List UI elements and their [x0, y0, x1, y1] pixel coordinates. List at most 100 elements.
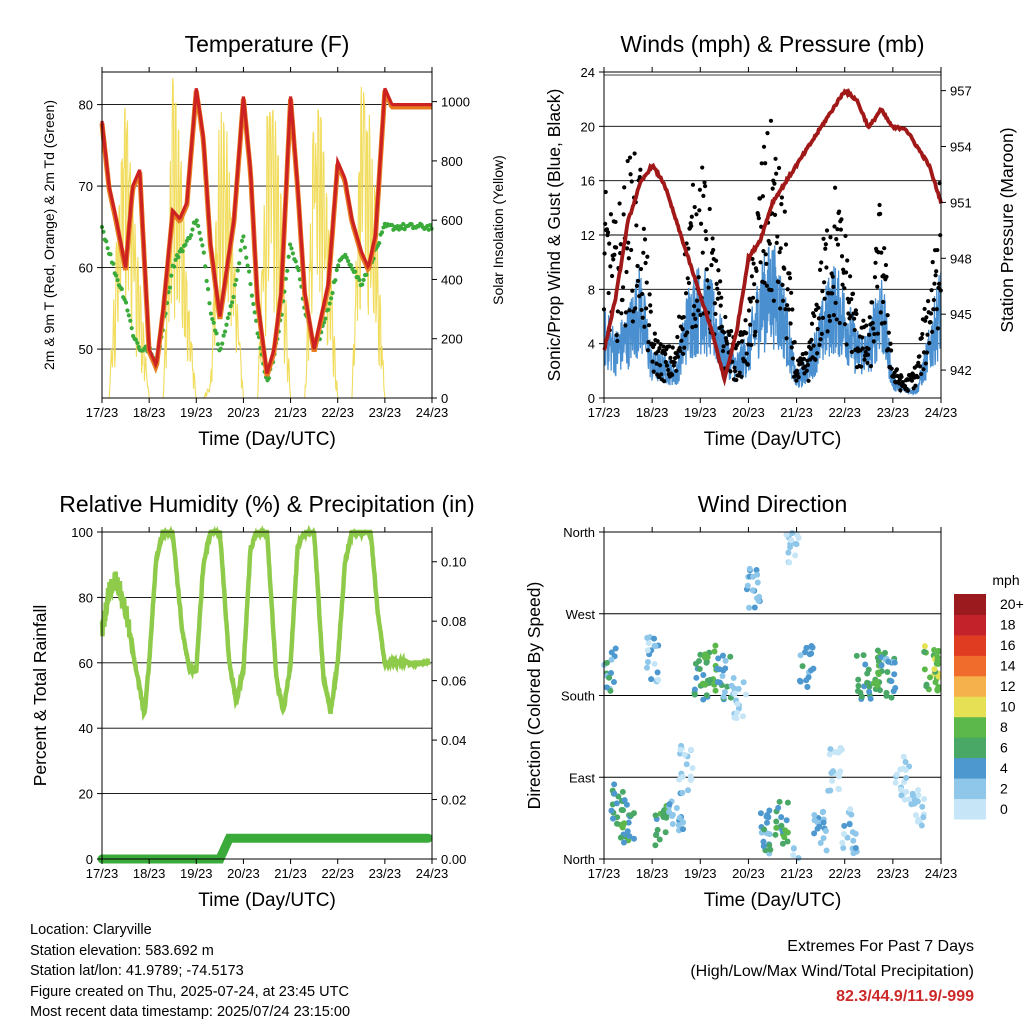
dewpoint-point — [222, 329, 228, 334]
direction-point — [739, 713, 746, 720]
direction-point — [784, 799, 791, 806]
dewpoint-point — [353, 269, 358, 274]
gust-point — [624, 269, 629, 275]
direction-point — [681, 751, 688, 758]
dewpoint-point — [215, 342, 221, 347]
direction-point — [909, 790, 916, 797]
gust-point — [750, 295, 756, 300]
gust-point — [784, 336, 789, 341]
gust-point — [694, 212, 699, 217]
gust-point — [728, 329, 734, 334]
direction-point — [870, 680, 877, 687]
dewpoint-point — [244, 255, 249, 260]
direction-point — [822, 827, 829, 834]
direction-point — [742, 691, 749, 698]
gust-point — [716, 268, 721, 273]
direction-point — [793, 541, 800, 548]
dewpoint-point — [379, 230, 385, 235]
dewpoint-point — [248, 281, 253, 287]
dewpoint-point — [333, 278, 338, 283]
gust-point — [809, 321, 815, 326]
direction-point — [865, 666, 872, 673]
gust-point — [689, 214, 694, 219]
direction-point — [803, 677, 810, 684]
direction-point — [795, 534, 802, 541]
dewpoint-point — [344, 255, 349, 260]
gust-point — [790, 356, 796, 361]
gust-point — [815, 326, 820, 332]
direction-point — [888, 694, 895, 701]
gust-point — [816, 305, 821, 310]
gust-point — [790, 307, 795, 312]
dir-xtick-label: 18/23 — [636, 866, 669, 881]
dewpoint-point — [133, 337, 139, 342]
dir-xtick-label: 21/23 — [780, 866, 813, 881]
gust-point — [777, 250, 782, 255]
colorbar-label: 20+ — [1000, 596, 1024, 612]
direction-point — [722, 657, 729, 664]
gust-point — [617, 201, 622, 206]
colorbar-swatch — [954, 634, 986, 656]
gust-point — [746, 308, 752, 313]
direction-point — [893, 771, 900, 778]
direction-point — [915, 816, 922, 823]
gust-point — [641, 226, 646, 231]
gust-point — [771, 298, 776, 303]
colorbar-label: 12 — [1000, 678, 1016, 694]
gust-point — [635, 278, 641, 284]
gust-point — [842, 322, 848, 327]
gust-point — [787, 271, 792, 276]
temp-y2tick-label: 200 — [441, 332, 463, 347]
colorbar-swatch — [954, 798, 986, 820]
direction-point — [923, 683, 930, 690]
gust-point — [764, 283, 770, 288]
gust-point — [860, 346, 865, 351]
direction-point — [644, 659, 651, 666]
direction-point — [643, 664, 650, 671]
gust-point — [928, 320, 933, 325]
gust-point — [817, 267, 823, 272]
gust-point — [671, 363, 677, 368]
gust-point — [845, 258, 850, 263]
gust-point — [905, 388, 910, 393]
gust-point — [839, 254, 845, 259]
gust-point — [651, 369, 656, 374]
gust-point — [852, 316, 857, 321]
gust-point — [923, 318, 928, 323]
direction-point — [625, 819, 632, 826]
pressure-line — [602, 87, 943, 387]
gust-point — [794, 378, 799, 383]
dewpoint-point — [401, 221, 406, 227]
dewpoint-point — [334, 267, 339, 273]
gust-point — [764, 261, 769, 266]
gust-point — [846, 300, 852, 305]
colorbar-swatch — [954, 716, 986, 738]
dewpoint-point — [286, 254, 291, 259]
dir-ytick-label: South — [561, 689, 595, 704]
dewpoint-point — [360, 282, 365, 287]
gust-point — [891, 374, 897, 379]
gust-point — [751, 261, 756, 266]
gust-point — [690, 182, 696, 187]
direction-point — [903, 774, 910, 781]
direction-point — [867, 695, 874, 702]
gust-point — [776, 279, 781, 285]
gust-point — [663, 359, 668, 365]
gust-point — [880, 299, 886, 305]
direction-point — [669, 811, 676, 818]
rh-ytick-label: 40 — [79, 721, 93, 736]
gust-point — [756, 216, 761, 221]
gust-point — [715, 296, 720, 301]
temp-xtick-label: 22/23 — [321, 405, 354, 420]
gust-point — [605, 230, 611, 235]
gust-point — [655, 339, 660, 344]
colorbar-title: mph — [992, 572, 1019, 588]
direction-point — [773, 824, 780, 831]
direction-point — [767, 846, 774, 853]
direction-point — [836, 769, 843, 776]
wind-ytick-label: 0 — [588, 391, 595, 406]
direction-point — [900, 753, 907, 760]
direction-point — [860, 652, 867, 659]
dir-xtick-label: 19/23 — [684, 866, 717, 881]
rh-y2tick-label: 0.04 — [441, 733, 466, 748]
